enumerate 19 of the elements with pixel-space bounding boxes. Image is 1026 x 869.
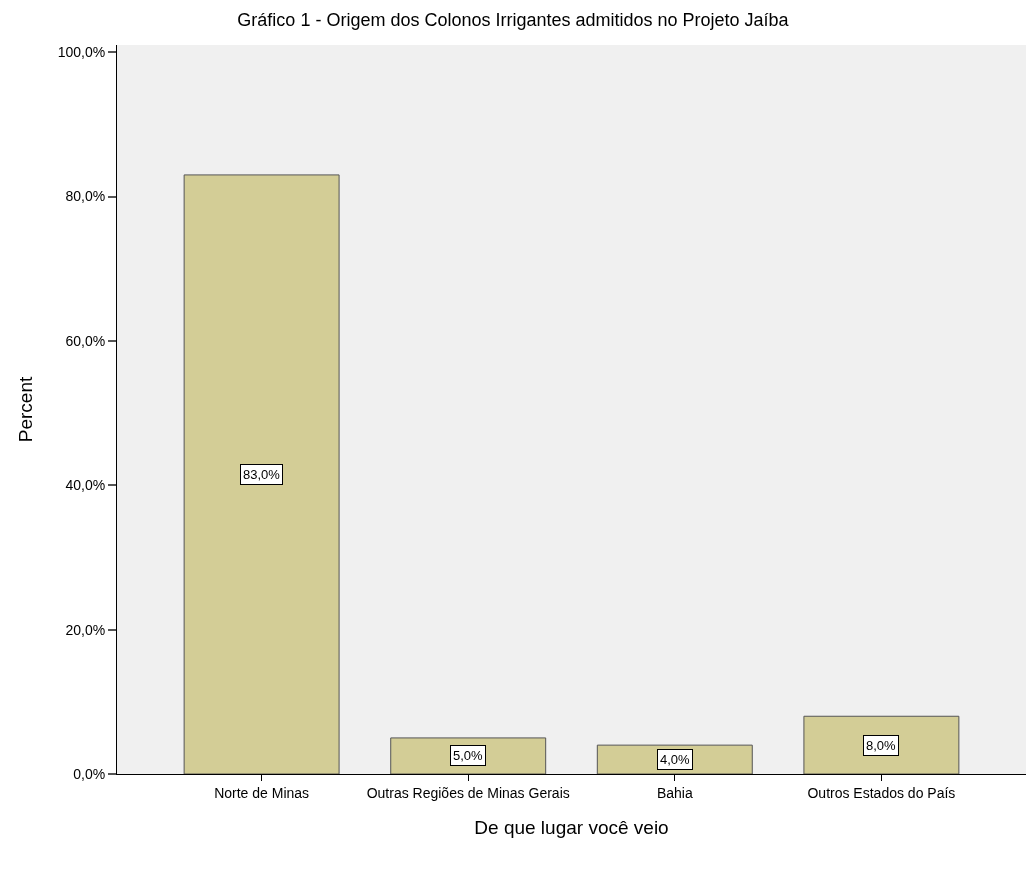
data-label: 4,0% bbox=[660, 752, 691, 767]
y-tick-label: 40,0% bbox=[65, 477, 106, 494]
chart-title: Gráfico 1 - Origem dos Colonos Irrigantes admitidos no Projeto Jaíba bbox=[237, 9, 790, 30]
y-tick-label: 80,0% bbox=[65, 188, 106, 205]
bar bbox=[183, 174, 340, 774]
x-tick-label: Outros Estados do País bbox=[807, 784, 956, 801]
y-tick-label: 0,0% bbox=[73, 765, 106, 782]
x-tick-label: Bahia bbox=[656, 784, 693, 801]
y-tick-label: 20,0% bbox=[65, 621, 106, 638]
bar bbox=[803, 715, 960, 774]
y-axis-title: Percent bbox=[14, 376, 36, 443]
x-tick-label: Outras Regiões de Minas Gerais bbox=[366, 784, 570, 801]
x-tick-label: Norte de Minas bbox=[214, 784, 310, 801]
y-tick-label: 100,0% bbox=[57, 44, 106, 61]
x-axis-title: De que lugar você veio bbox=[474, 816, 669, 838]
data-label: 8,0% bbox=[866, 738, 897, 753]
y-tick-label: 60,0% bbox=[65, 332, 106, 349]
data-label: 5,0% bbox=[453, 748, 484, 763]
data-label: 83,0% bbox=[243, 467, 281, 482]
